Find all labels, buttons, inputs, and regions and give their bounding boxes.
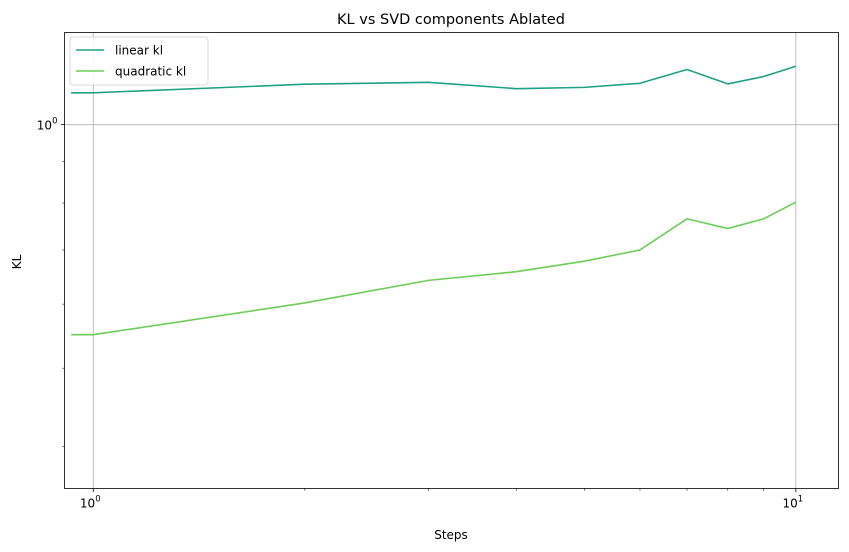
axis-ticks: 100 101 100: [37, 117, 803, 511]
legend-box: [69, 36, 209, 86]
y-axis-label: KL: [10, 254, 24, 269]
x-axis-label: Steps: [434, 528, 468, 542]
plot-frame: [64, 32, 839, 489]
legend: linear kl quadratic kl: [69, 36, 209, 86]
y-tick-label-0: 100: [37, 117, 58, 133]
grid-lines: [64, 32, 839, 489]
series-line-1: [71, 201, 797, 336]
series-line-0: [71, 65, 797, 94]
x-tick-label-0: 100: [80, 495, 101, 511]
x-tick-label-1: 101: [783, 495, 804, 511]
legend-label-0: linear kl: [115, 44, 163, 58]
legend-label-1: quadratic kl: [115, 65, 186, 79]
chart-title: KL vs SVD components Ablated: [337, 12, 565, 28]
series-lines: [71, 65, 797, 336]
